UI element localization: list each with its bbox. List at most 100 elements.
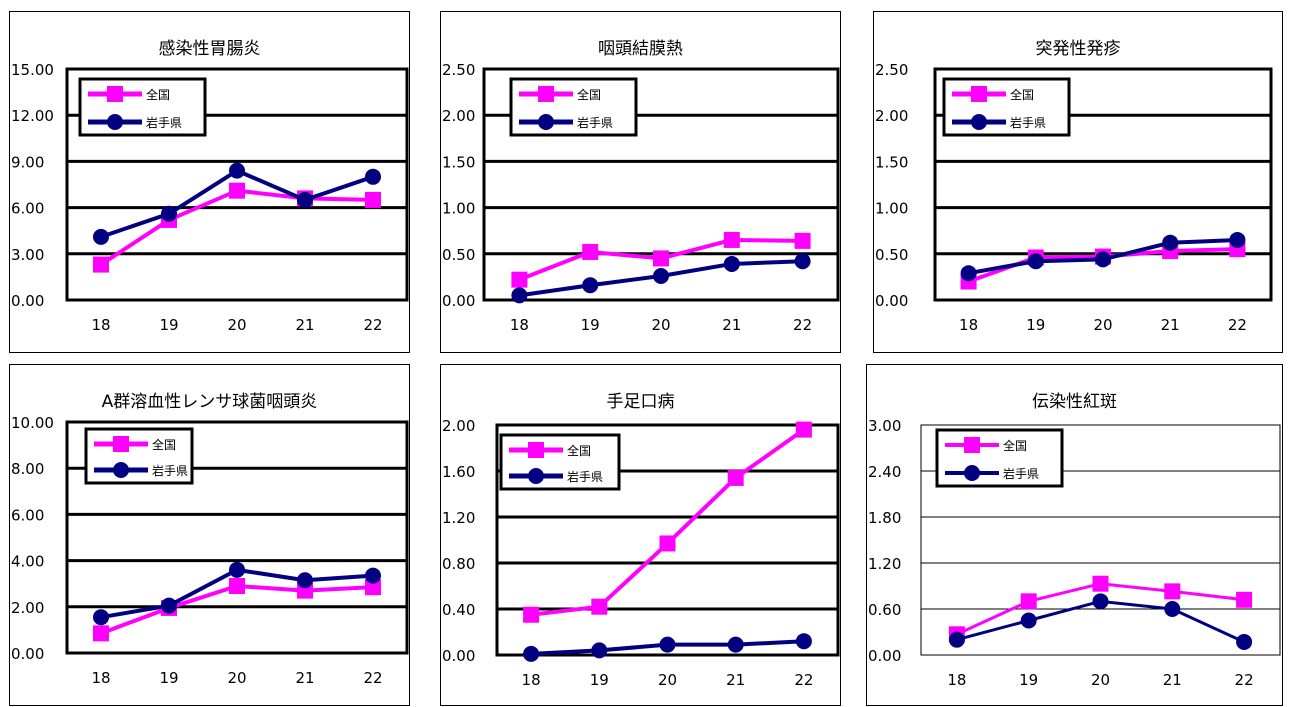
legend-label: 岩手県	[146, 115, 182, 130]
y-tick-label: 0.40	[442, 601, 475, 619]
y-tick-label: 2.00	[875, 107, 908, 125]
data-point	[297, 191, 313, 208]
chart-panel-1: 感染性胃腸炎 0.00 3.00 6.00 9.00 12.00 15.00 18 19 20 2…	[9, 11, 410, 353]
y-tick-label: 0.50	[875, 246, 908, 264]
legend-label: 岩手県	[1010, 115, 1046, 130]
x-tick-label: 20	[1093, 316, 1112, 334]
chart-title: 突発性発疹	[1035, 39, 1121, 59]
data-point	[794, 232, 811, 249]
x-tick-label: 20	[227, 316, 246, 334]
data-point	[365, 168, 381, 185]
plot-frame	[482, 67, 840, 302]
chart-panel-4: A群溶血性レンサ球菌咽頭炎 0.00 2.00 4.00 6.00 8.00 10.00 1…	[9, 364, 410, 706]
data-point	[365, 567, 381, 584]
data-point	[229, 162, 245, 179]
data-point	[161, 597, 177, 614]
data-point	[591, 642, 608, 659]
data-point	[727, 469, 744, 486]
data-point	[591, 598, 608, 615]
x-tick-label: 21	[295, 316, 314, 334]
y-tick-label: 0.60	[868, 601, 901, 619]
x-tick-label: 19	[590, 671, 609, 689]
chart-title: 咽頭結膜熱	[598, 39, 683, 59]
y-tick-label: 6.00	[11, 200, 44, 218]
legend-marker	[964, 465, 980, 481]
x-tick-label: 21	[1163, 671, 1182, 689]
y-tick-label: 0.00	[11, 292, 44, 310]
legend-label: 岩手県	[1003, 466, 1039, 481]
data-point	[93, 609, 109, 626]
x-tick-label: 19	[1019, 671, 1038, 689]
legend-label: 岩手県	[577, 115, 613, 130]
data-point	[659, 535, 676, 552]
data-point	[1236, 633, 1253, 650]
legend-marker	[113, 436, 129, 452]
data-point	[1027, 253, 1044, 270]
legend-marker	[107, 114, 123, 130]
data-point	[653, 250, 669, 267]
data-point	[229, 182, 245, 199]
y-tick-label: 10.00	[11, 414, 54, 432]
data-point	[297, 572, 313, 589]
plot-frame	[933, 67, 1273, 302]
y-tick-label: 2.00	[11, 599, 44, 617]
data-point	[795, 633, 812, 650]
legend-label: 全国	[567, 443, 591, 458]
data-point	[229, 578, 245, 595]
data-point	[948, 631, 965, 648]
legend-label: 全国	[577, 87, 601, 102]
chart-title: A群溶血性レンサ球菌咽頭炎	[101, 392, 318, 412]
y-tick-label: 0.00	[875, 292, 908, 310]
x-tick-label: 22	[1235, 671, 1254, 689]
data-point	[1236, 591, 1253, 608]
y-tick-label: 1.80	[868, 509, 901, 527]
x-tick-label: 19	[159, 669, 178, 687]
y-tick-label: 2.00	[442, 107, 475, 125]
data-point	[582, 243, 599, 260]
data-point	[1092, 575, 1109, 592]
legend-marker	[538, 86, 554, 102]
chart-title: 手足口病	[606, 392, 675, 412]
y-tick-label: 0.00	[868, 647, 901, 665]
y-tick-label: 3.00	[11, 246, 44, 264]
plot-frame	[65, 67, 409, 302]
data-point	[523, 645, 540, 662]
legend-marker	[113, 462, 129, 478]
legend-marker	[964, 437, 980, 453]
x-tick-label: 18	[947, 671, 966, 689]
data-point	[960, 265, 977, 282]
data-point	[659, 636, 676, 653]
legend-label: 岩手県	[152, 463, 188, 478]
data-point	[1020, 612, 1037, 629]
data-point	[365, 191, 381, 208]
y-tick-label: 1.00	[875, 200, 908, 218]
series-line	[100, 168, 374, 239]
y-tick-label: 15.00	[11, 61, 54, 79]
legend-label: 岩手県	[567, 469, 603, 484]
x-tick-label: 22	[363, 669, 382, 687]
data-point	[1020, 593, 1037, 610]
chart-panel-5: 手足口病 0.00 0.40 0.80 1.20 1.60 2.00 18 19 20 21 22 全…	[440, 364, 841, 706]
chart-title: 感染性胃腸炎	[158, 39, 261, 59]
x-tick-label: 18	[510, 316, 529, 334]
data-point	[1162, 234, 1179, 251]
x-tick-label: 21	[726, 671, 745, 689]
x-tick-label: 22	[794, 671, 813, 689]
legend-box	[509, 77, 638, 137]
data-point	[1164, 601, 1181, 617]
data-point	[1229, 231, 1246, 248]
data-point	[365, 579, 381, 596]
data-point	[723, 231, 740, 248]
chart-panel-6: 伝染性紅斑 0.00 0.60 1.20 1.80 2.40 3.00 18 19 20 21 22…	[866, 364, 1283, 706]
data-point	[161, 205, 177, 222]
legend-marker	[971, 114, 987, 130]
x-tick-label: 19	[581, 316, 600, 334]
data-point	[93, 625, 109, 642]
legend-box	[935, 428, 1064, 488]
legend-marker	[971, 86, 987, 102]
y-tick-label: 0.00	[11, 645, 44, 663]
plot-frame	[495, 423, 840, 657]
legend-marker	[538, 114, 554, 130]
y-tick-label: 1.20	[868, 555, 901, 573]
